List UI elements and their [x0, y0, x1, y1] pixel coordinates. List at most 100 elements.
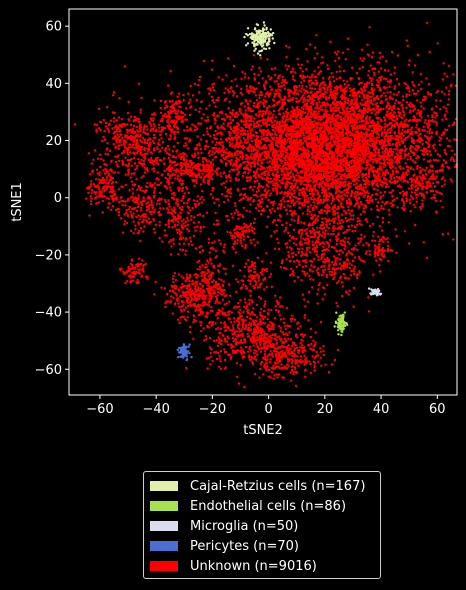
data-point	[372, 158, 375, 161]
data-point	[215, 137, 218, 140]
data-point	[298, 122, 302, 126]
data-point	[300, 63, 303, 66]
data-point	[235, 84, 239, 88]
data-point	[247, 134, 250, 137]
data-point	[179, 152, 182, 156]
data-point	[362, 108, 366, 111]
data-point	[342, 103, 345, 107]
data-point	[274, 67, 277, 70]
data-point	[333, 89, 336, 93]
data-point	[385, 169, 389, 172]
data-point	[328, 117, 331, 120]
data-point	[398, 141, 401, 144]
data-point	[206, 127, 209, 130]
data-point	[374, 113, 377, 116]
data-point	[265, 170, 268, 173]
data-point	[256, 203, 260, 206]
data-point	[421, 153, 424, 156]
data-point	[315, 110, 318, 113]
data-point	[231, 155, 234, 158]
data-point	[256, 195, 259, 198]
data-point	[294, 202, 297, 205]
data-point	[412, 168, 415, 171]
data-point	[226, 115, 229, 118]
data-point	[362, 124, 366, 128]
data-point	[423, 121, 426, 124]
data-point	[299, 143, 302, 146]
data-point	[264, 118, 267, 122]
data-point	[394, 228, 397, 231]
data-point	[177, 154, 180, 157]
data-point	[346, 48, 349, 51]
data-point	[431, 165, 434, 169]
data-point	[292, 114, 296, 118]
data-point	[310, 137, 313, 140]
data-point	[401, 141, 405, 145]
data-point	[416, 164, 419, 168]
data-point	[260, 94, 263, 97]
data-point	[376, 204, 379, 208]
data-point	[272, 104, 275, 108]
data-point	[281, 78, 284, 82]
data-point	[400, 139, 403, 143]
data-point	[193, 82, 197, 86]
data-point	[363, 93, 366, 97]
data-point	[363, 194, 367, 197]
data-point	[372, 93, 375, 96]
data-point	[211, 189, 214, 192]
data-point	[281, 116, 284, 119]
data-point	[253, 76, 256, 80]
data-point	[292, 108, 296, 111]
data-point	[197, 156, 200, 159]
data-point	[343, 140, 347, 143]
data-point	[415, 126, 418, 129]
data-point	[276, 153, 279, 156]
data-point	[208, 126, 212, 130]
data-point	[172, 145, 176, 148]
data-point	[239, 109, 242, 112]
data-point	[239, 139, 242, 142]
data-point	[448, 139, 451, 142]
data-point	[228, 151, 231, 154]
data-point	[300, 87, 303, 90]
data-point	[285, 166, 288, 170]
data-point	[197, 84, 200, 87]
data-point	[339, 127, 342, 130]
data-point	[268, 92, 272, 96]
data-point	[295, 85, 299, 89]
data-point	[241, 157, 244, 161]
data-point	[341, 112, 344, 116]
data-point	[255, 114, 258, 117]
data-point	[389, 176, 392, 179]
data-point	[278, 92, 281, 96]
data-point	[258, 144, 261, 148]
data-point	[235, 144, 238, 148]
data-point	[386, 151, 389, 155]
data-point	[346, 37, 350, 40]
data-point	[305, 48, 308, 51]
data-point	[396, 157, 399, 161]
data-point	[286, 108, 289, 111]
data-point	[379, 94, 383, 98]
data-point	[309, 79, 313, 82]
data-point	[252, 104, 255, 108]
data-point	[406, 158, 409, 161]
data-point	[345, 142, 348, 146]
data-point	[327, 120, 330, 123]
data-point	[395, 196, 399, 200]
data-point	[284, 151, 288, 154]
data-point	[428, 150, 432, 153]
data-point	[200, 117, 203, 120]
data-point	[268, 208, 272, 212]
data-point	[183, 113, 187, 117]
data-point	[325, 137, 329, 140]
data-point	[393, 72, 396, 75]
data-point	[349, 107, 352, 111]
data-point	[276, 120, 279, 123]
data-point	[246, 164, 249, 167]
data-point	[439, 137, 443, 140]
data-point	[428, 50, 431, 54]
data-point	[286, 161, 289, 164]
data-point	[342, 120, 345, 123]
data-point	[189, 84, 192, 88]
